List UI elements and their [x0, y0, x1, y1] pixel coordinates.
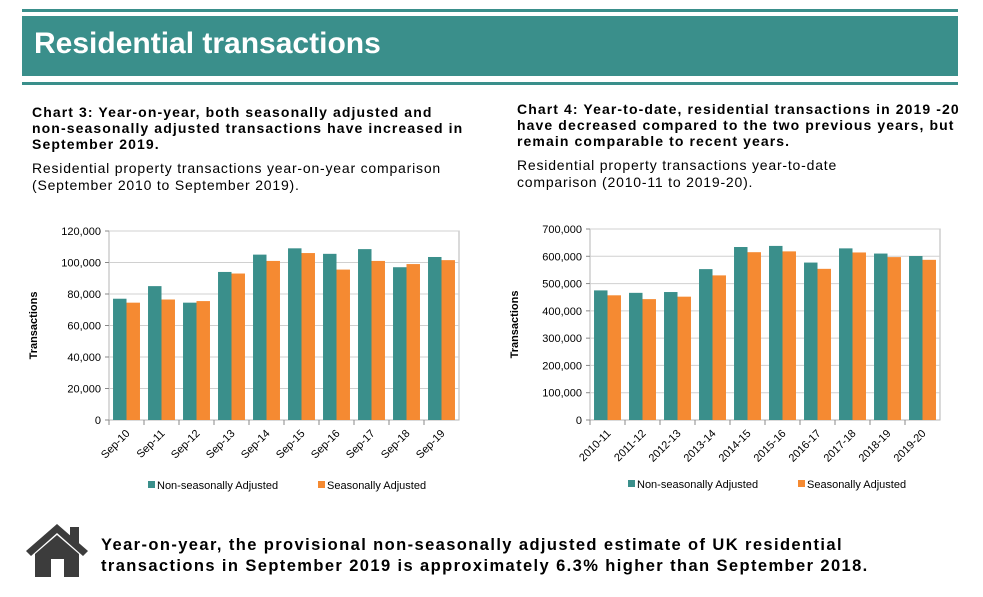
bar-sa [887, 257, 901, 420]
bar-sa [712, 275, 726, 420]
y-axis-label: Transactions [509, 291, 521, 359]
bar-sa [371, 260, 385, 420]
chart4-title: Chart 4: Year-to-date, residential trans… [517, 101, 960, 149]
y-axis-label: Transactions [28, 292, 40, 360]
bar-nsa [699, 269, 713, 420]
bar-sa [817, 268, 831, 420]
y-tick-label: 100,000 [61, 258, 101, 270]
y-tick-label: 20,000 [67, 384, 101, 396]
x-tick-label: Sep-17 [344, 428, 378, 462]
x-tick-label: Sep-19 [414, 428, 448, 462]
x-tick-label: 2016-17 [787, 428, 824, 465]
chart4-subtitle: Residential property transactions year-t… [517, 157, 838, 190]
bar-nsa [664, 292, 678, 420]
x-tick-label: 2017-18 [822, 428, 859, 465]
chart3-subtitle: Residential property transactions year-o… [32, 160, 441, 193]
bar-sa [677, 296, 691, 420]
bar-sa [922, 259, 936, 420]
bar-nsa [113, 298, 127, 420]
y-tick-label: 80,000 [67, 289, 101, 301]
y-tick-label: 700,000 [542, 224, 582, 236]
bar-sa [266, 260, 280, 420]
legend-swatch [798, 480, 805, 487]
footer-note: Year-on-year, the provisional non-season… [101, 536, 869, 575]
bar-nsa [253, 254, 267, 420]
y-tick-label: 200,000 [542, 360, 582, 372]
x-tick-label: Sep-15 [274, 428, 308, 462]
y-tick-label: 300,000 [542, 333, 582, 345]
x-tick-label: Sep-13 [204, 428, 238, 462]
bottom-rule [22, 82, 958, 85]
x-tick-label: Sep-14 [239, 428, 273, 462]
bar-nsa [629, 292, 643, 420]
x-tick-label: 2012-13 [647, 428, 684, 465]
y-tick-label: 400,000 [542, 306, 582, 318]
x-tick-label: Sep-16 [309, 428, 343, 462]
chart3-svg: 0 20,000 40,000 60,000 80,000 100,000 120,000 S… [28, 226, 460, 492]
y-tick-label: 500,000 [542, 279, 582, 291]
legend-swatch [148, 481, 155, 488]
bar-nsa [874, 253, 888, 420]
x-tick-label: 2011-12 [612, 428, 648, 464]
bar-sa [161, 299, 175, 420]
x-tick-label: 2010-11 [577, 428, 613, 464]
header-banner: Residential transactions [22, 16, 958, 76]
x-tick-label: Sep-11 [135, 428, 168, 461]
y-tick-label: 120,000 [61, 226, 101, 238]
legend-label: Non-seasonally Adjusted [637, 479, 758, 491]
y-tick-label: 40,000 [67, 352, 101, 364]
legend-label: Seasonally Adjusted [807, 479, 906, 491]
bar-sa [196, 301, 210, 420]
bar-nsa [839, 248, 853, 420]
y-tick-label: 100,000 [542, 388, 582, 400]
bar-nsa [183, 302, 197, 420]
chart4-svg: 0 100,000 200,000 300,000 400,000 500,000 600,… [509, 224, 941, 491]
bar-nsa [288, 248, 302, 420]
bar-sa [782, 251, 796, 420]
bar-nsa [804, 262, 818, 420]
bar-sa [406, 264, 420, 420]
chart3-title: Chart 3: Year-on-year, both seasonally a… [32, 104, 464, 152]
x-tick-label: 2013-14 [682, 428, 719, 465]
x-tick-label: Sep-12 [169, 428, 203, 462]
x-tick-label: Sep-18 [379, 428, 413, 462]
bar-nsa [594, 290, 608, 420]
x-tick-label: 2014-15 [717, 428, 754, 465]
y-tick-label: 0 [576, 415, 582, 427]
bar-sa [852, 252, 866, 420]
bar-nsa [148, 286, 162, 420]
bar-sa [231, 273, 245, 420]
bar-sa [441, 260, 455, 420]
bar-nsa [393, 267, 407, 420]
house-icon [24, 521, 90, 584]
x-tick-label: Sep-10 [99, 428, 133, 462]
bar-sa [747, 252, 761, 420]
legend-swatch [628, 480, 635, 487]
bar-nsa [769, 245, 783, 420]
legend-label: Seasonally Adjusted [327, 480, 426, 492]
x-tick-label: 2015-16 [752, 428, 789, 465]
x-tick-label: 2019-20 [892, 428, 929, 465]
top-rule [22, 9, 958, 12]
y-tick-label: 0 [95, 415, 101, 427]
bar-sa [607, 295, 621, 420]
bar-nsa [734, 247, 748, 420]
bar-nsa [428, 256, 442, 420]
bar-sa [301, 253, 315, 420]
bar-sa [336, 269, 350, 420]
bar-nsa [218, 271, 232, 420]
page-title: Residential transactions [34, 27, 381, 60]
y-tick-label: 600,000 [542, 251, 582, 263]
bar-nsa [909, 256, 923, 420]
legend-swatch [318, 481, 325, 488]
bar-sa [126, 302, 140, 420]
legend-label: Non-seasonally Adjusted [157, 480, 278, 492]
x-tick-label: 2018-19 [857, 428, 894, 465]
bar-nsa [323, 253, 337, 420]
y-tick-label: 60,000 [67, 321, 101, 333]
bar-sa [642, 299, 656, 420]
bar-nsa [358, 249, 372, 420]
